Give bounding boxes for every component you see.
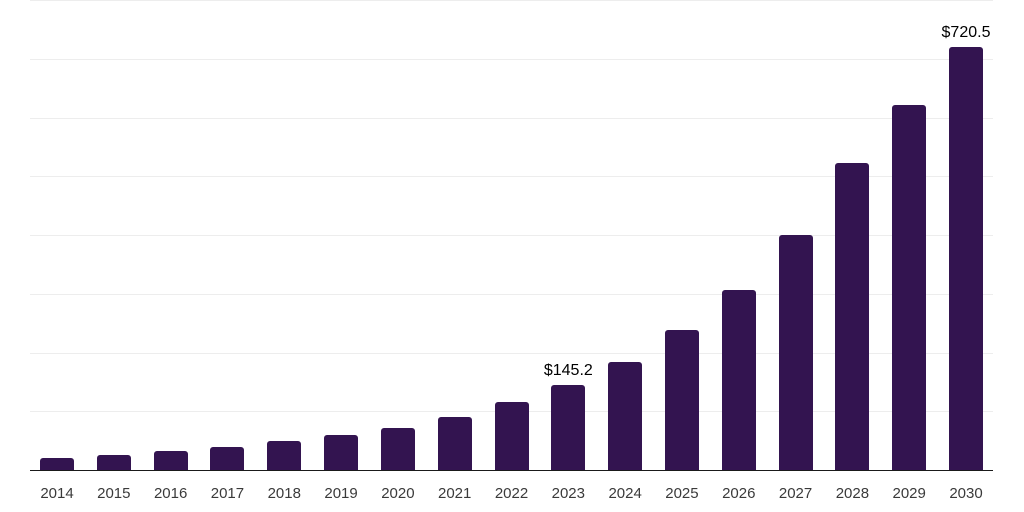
- bar-group-2030: $720.5 2030: [942, 0, 991, 501]
- bar-group-2022: 2022: [494, 0, 529, 501]
- bar-group-2020: 2020: [380, 0, 415, 501]
- bar-2020: [380, 428, 415, 470]
- x-axis-label-2019: 2019: [324, 485, 358, 502]
- plot-area: 2014 2015 2016 2017 2018 2019 2020 2021 2022 $145…: [30, 0, 993, 501]
- gridline-600: [30, 117, 993, 119]
- bars-row: 2014 2015 2016 2017 2018 2019 2020 2021 2022 $145…: [30, 0, 993, 501]
- bar-group-2017: 2017: [210, 0, 245, 501]
- bar-2017: [210, 446, 245, 470]
- x-axis-label-2015: 2015: [97, 485, 131, 502]
- x-axis-label-2029: 2029: [892, 485, 926, 502]
- bar-2025: [664, 330, 699, 470]
- bar-value-label-2030: $720.5: [941, 23, 991, 41]
- bar-group-2019: 2019: [324, 0, 359, 501]
- x-axis-label-2017: 2017: [210, 485, 245, 502]
- bar-group-2024: 2024: [608, 0, 643, 501]
- bar-group-2026: 2026: [721, 0, 756, 501]
- bar-value-label-2023: $145.2: [543, 361, 593, 379]
- x-axis-label-2016: 2016: [153, 485, 188, 502]
- bar-2027: [778, 235, 813, 470]
- bar-group-2021: 2021: [437, 0, 472, 501]
- x-axis-label-2023: 2023: [551, 485, 585, 502]
- x-axis-label-2030: 2030: [949, 485, 983, 502]
- bar-group-2014: 2014: [40, 0, 74, 501]
- x-axis-label-2021: 2021: [438, 485, 472, 502]
- bar-2023: [551, 384, 586, 470]
- bar-group-2023: $145.2 2023: [544, 0, 593, 501]
- bar-2021: [437, 417, 472, 470]
- x-axis-label-2028: 2028: [835, 485, 870, 502]
- x-axis-label-2027: 2027: [778, 485, 813, 502]
- bar-2028: [835, 163, 870, 470]
- x-axis-label-2024: 2024: [608, 485, 642, 502]
- gridline-500: [30, 176, 993, 178]
- bar-group-2025: 2025: [664, 0, 699, 501]
- bar-group-2018: 2018: [267, 0, 302, 501]
- x-axis-label-2018: 2018: [267, 485, 301, 502]
- bar-2019: [324, 434, 359, 470]
- x-axis-label-2026: 2026: [722, 485, 756, 502]
- bar-2026: [721, 290, 756, 470]
- gridline-200: [30, 352, 993, 354]
- bar-group-2029: 2029: [892, 0, 927, 501]
- bar-2016: [153, 451, 188, 470]
- bar-group-2015: 2015: [96, 0, 131, 501]
- bar-group-2027: 2027: [778, 0, 813, 501]
- bar-2029: [892, 104, 927, 470]
- bar-2022: [494, 402, 529, 470]
- gridline-300: [30, 293, 993, 295]
- gridline-800: [30, 0, 993, 1]
- x-axis-label-2014: 2014: [40, 485, 74, 502]
- bar-2018: [267, 441, 302, 470]
- bar-2014: [40, 458, 74, 470]
- x-axis-label-2025: 2025: [665, 485, 699, 502]
- x-axis-label-2022: 2022: [494, 485, 529, 502]
- gridline-700: [30, 58, 993, 60]
- bar-2030: [949, 46, 983, 470]
- bar-2024: [608, 361, 643, 470]
- x-axis-label-2020: 2020: [381, 485, 415, 502]
- gridline-400: [30, 235, 993, 236]
- bar-group-2016: 2016: [153, 0, 188, 501]
- bar-group-2028: 2028: [835, 0, 870, 501]
- bar-2015: [96, 455, 131, 470]
